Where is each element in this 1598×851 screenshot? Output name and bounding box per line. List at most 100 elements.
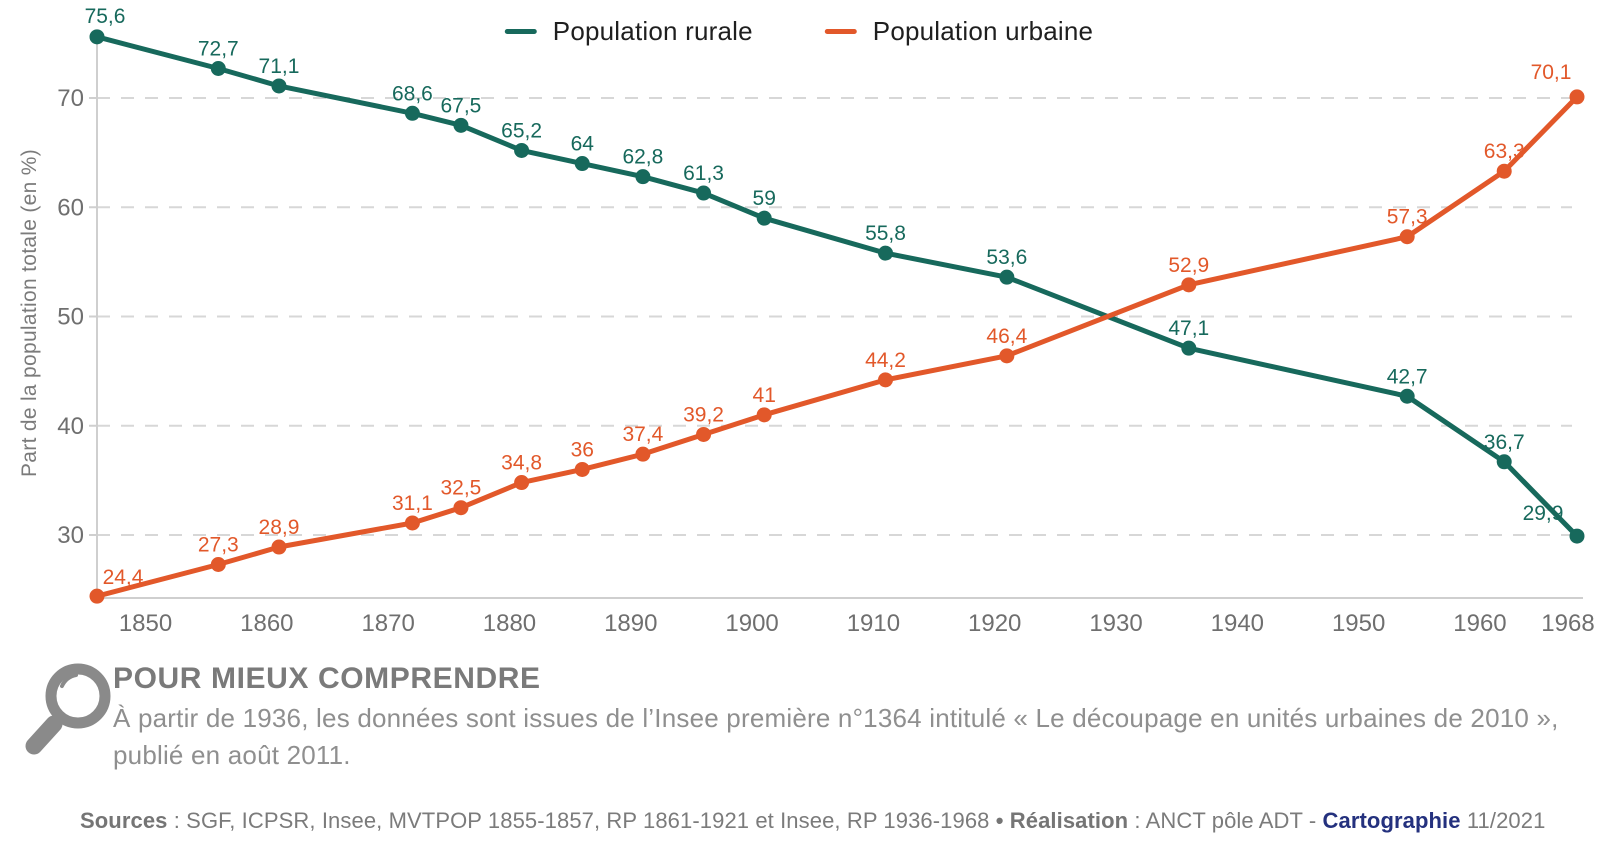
sources-line: Sources : SGF, ICPSR, Insee, MVTPOP 1855… <box>80 808 1545 834</box>
urban-point-1962 <box>1496 163 1512 179</box>
ytick-label-70: 70 <box>57 85 84 112</box>
urban-point-1968 <box>1569 89 1585 105</box>
urban-value-label-1954: 57,3 <box>1387 206 1428 229</box>
rural-point-1962 <box>1496 454 1512 470</box>
urban-value-label-1921: 46,4 <box>986 325 1027 348</box>
legend-label-urban: Population urbaine <box>872 16 1094 46</box>
rural-line-swatch <box>504 29 537 34</box>
rural-value-label-1962: 36,7 <box>1484 431 1525 454</box>
xtick-label-1950: 1950 <box>1332 610 1385 637</box>
xtick-label-1860: 1860 <box>240 610 293 637</box>
rural-line <box>94 34 1580 539</box>
rural-value-label-1891: 62,8 <box>622 146 663 169</box>
chart-legend: Population rurale Population urbaine <box>504 16 1094 47</box>
ytick-label-30: 30 <box>57 522 84 549</box>
rural-point-1936 <box>1181 340 1197 356</box>
note-body: À partir de 1936, les données sont issue… <box>113 703 1559 770</box>
urban-point-1936 <box>1181 277 1197 293</box>
xtick-label-1968: 1968 <box>1541 610 1594 637</box>
chart-canvas: 30 40 50 60 70 1850 1860 1870 1880 1890 1900 1910 19… <box>57 5 1594 637</box>
xtick-label-1930: 1930 <box>1089 610 1142 637</box>
rural-value-label-1954: 42,7 <box>1387 365 1428 388</box>
urban-point-1872 <box>404 515 420 531</box>
rural-point-1968 <box>1569 528 1585 544</box>
rural-point-1876 <box>453 117 469 133</box>
urban-value-label-1896: 39,2 <box>683 403 724 426</box>
xtick-label-1920: 1920 <box>968 610 1021 637</box>
rural-point-1856 <box>210 61 226 77</box>
urban-point-1876 <box>453 500 469 516</box>
rural-value-label-1876: 67,5 <box>440 94 481 117</box>
rural-value-label-1861: 71,1 <box>259 55 300 78</box>
rural-point-1891 <box>635 169 651 185</box>
rural-value-label-1856: 72,7 <box>198 38 239 61</box>
rural-value-label-1921: 53,6 <box>986 246 1027 269</box>
realisation-text: : ANCT pôle ADT - <box>1128 808 1323 833</box>
legend-item-urban: Population urbaine <box>824 16 1094 47</box>
realisation-label: • Réalisation <box>995 808 1129 833</box>
rural-point-1872 <box>404 105 420 121</box>
rural-point-1901 <box>756 210 772 226</box>
urban-value-label-1886: 36 <box>571 438 594 461</box>
cartographie-label: Cartographie <box>1322 808 1461 833</box>
urban-point-1896 <box>696 426 712 442</box>
rural-point-1896 <box>696 185 712 201</box>
urban-value-label-1968: 70,1 <box>1531 61 1572 84</box>
urban-point-1921 <box>999 348 1015 364</box>
xtick-label-1940: 1940 <box>1211 610 1264 637</box>
urban-value-label-1846: 24,4 <box>103 566 144 589</box>
urban-point-1954 <box>1399 229 1415 245</box>
y-axis-title: Part de la population totale (en %) <box>18 148 41 478</box>
urban-point-1881 <box>514 475 530 491</box>
xtick-label-1880: 1880 <box>483 610 536 637</box>
sources-list: : SGF, ICPSR, Insee, MVTPOP 1855-1857, R… <box>167 808 996 833</box>
urban-value-label-1962: 63,3 <box>1484 140 1525 163</box>
urban-point-1861 <box>271 539 287 555</box>
rural-point-1954 <box>1399 388 1415 404</box>
magnifier-icon <box>25 663 111 755</box>
urban-line-swatch <box>824 29 857 34</box>
urban-point-1901 <box>756 407 772 423</box>
rural-value-label-1901: 59 <box>753 187 776 210</box>
xtick-label-1900: 1900 <box>725 610 778 637</box>
rural-value-label-1872: 68,6 <box>392 82 433 105</box>
ytick-label-60: 60 <box>57 194 84 221</box>
urban-point-1891 <box>635 446 651 462</box>
rural-point-1886 <box>574 156 590 172</box>
urban-value-label-1876: 32,5 <box>440 477 481 500</box>
rural-point-1911 <box>878 245 894 261</box>
rural-point-1881 <box>514 142 530 158</box>
urban-value-label-1911: 44,2 <box>865 349 906 372</box>
date-label: 11/2021 <box>1460 808 1546 833</box>
rural-point-1921 <box>999 269 1015 285</box>
urban-value-label-1861: 28,9 <box>259 516 300 539</box>
xtick-label-1850: 1850 <box>119 610 172 637</box>
xtick-label-1910: 1910 <box>847 610 900 637</box>
legend-label-rural: Population rurale <box>552 16 753 46</box>
urban-point-1846 <box>89 588 105 604</box>
rural-value-label-1936: 47,1 <box>1168 317 1209 340</box>
urban-value-label-1872: 31,1 <box>392 492 433 515</box>
ytick-label-40: 40 <box>57 413 84 440</box>
xtick-label-1960: 1960 <box>1453 610 1506 637</box>
rural-value-label-1886: 64 <box>571 133 595 156</box>
urban-line <box>94 94 1580 599</box>
note-title: POUR MIEUX COMPRENDRE <box>113 662 541 695</box>
urban-point-1911 <box>878 372 894 388</box>
rural-value-label-1911: 55,8 <box>865 222 906 245</box>
sources-label: Sources <box>80 808 168 833</box>
rural-value-label-1896: 61,3 <box>683 162 724 185</box>
urban-value-label-1936: 52,9 <box>1168 254 1209 277</box>
urban-value-label-1891: 37,4 <box>622 423 663 446</box>
urban-value-label-1901: 41 <box>753 384 776 407</box>
population-line-chart: 30 40 50 60 70 1850 1860 1870 1880 1890 1900 1910 19… <box>18 5 1595 637</box>
urban-value-label-1856: 27,3 <box>198 533 239 556</box>
urban-point-1856 <box>210 556 226 572</box>
rural-value-label-1968: 29,9 <box>1523 502 1564 525</box>
rural-value-label-1881: 65,2 <box>501 119 542 142</box>
xtick-label-1870: 1870 <box>361 610 414 637</box>
legend-item-rural: Population rurale <box>504 16 753 47</box>
urban-point-1886 <box>574 461 590 477</box>
rural-value-label-1846: 75,6 <box>85 5 126 28</box>
